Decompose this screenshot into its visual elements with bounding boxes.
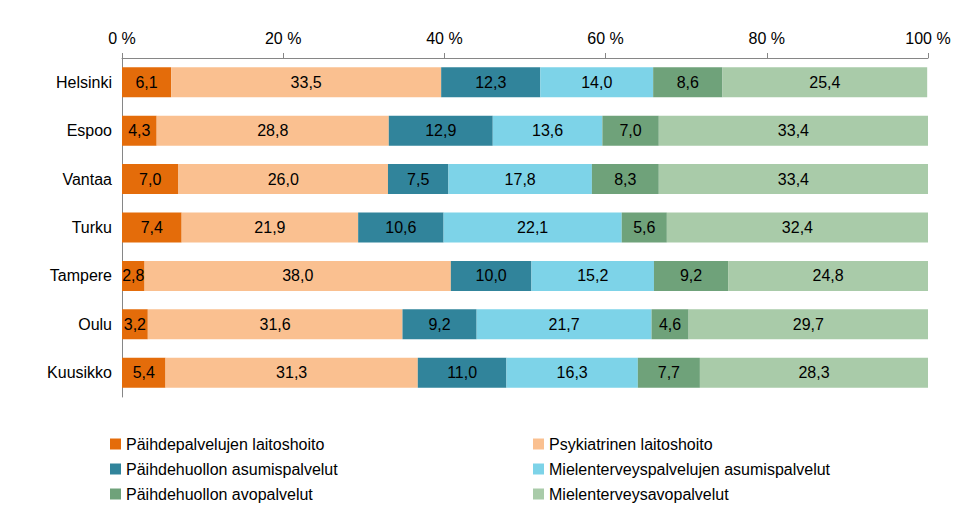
svg-text:25,4: 25,4 <box>809 74 840 91</box>
svg-text:7,5: 7,5 <box>407 171 429 188</box>
svg-text:9,2: 9,2 <box>428 316 450 333</box>
svg-text:26,0: 26,0 <box>268 171 299 188</box>
svg-text:38,0: 38,0 <box>282 267 313 284</box>
svg-text:5,6: 5,6 <box>633 219 655 236</box>
svg-text:Päihdepalvelujen laitoshoito: Päihdepalvelujen laitoshoito <box>126 436 324 453</box>
svg-text:22,1: 22,1 <box>517 219 548 236</box>
svg-text:10,0: 10,0 <box>476 267 507 284</box>
svg-text:33,4: 33,4 <box>778 171 809 188</box>
svg-text:13,6: 13,6 <box>532 122 563 139</box>
svg-text:7,0: 7,0 <box>619 122 641 139</box>
svg-text:4,3: 4,3 <box>128 122 150 139</box>
svg-text:6,1: 6,1 <box>135 74 157 91</box>
svg-text:Mielenterveyspalvelujen asumis: Mielenterveyspalvelujen asumispalvelut <box>549 461 831 478</box>
svg-text:60 %: 60 % <box>587 30 623 47</box>
svg-text:11,0: 11,0 <box>447 364 477 381</box>
svg-text:21,7: 21,7 <box>549 316 580 333</box>
svg-text:Helsinki: Helsinki <box>56 74 112 91</box>
svg-text:7,7: 7,7 <box>658 364 680 381</box>
svg-text:15,2: 15,2 <box>577 267 608 284</box>
svg-text:4,6: 4,6 <box>659 316 681 333</box>
svg-text:21,9: 21,9 <box>254 219 285 236</box>
svg-text:0 %: 0 % <box>108 30 136 47</box>
svg-text:31,6: 31,6 <box>260 316 291 333</box>
svg-text:33,5: 33,5 <box>291 74 322 91</box>
svg-text:8,6: 8,6 <box>677 74 699 91</box>
svg-text:3,2: 3,2 <box>124 316 146 333</box>
svg-text:Oulu: Oulu <box>78 316 112 333</box>
svg-text:Turku: Turku <box>72 219 112 236</box>
svg-text:9,2: 9,2 <box>680 267 702 284</box>
svg-text:7,4: 7,4 <box>141 219 163 236</box>
svg-text:Päihdehuollon asumispalvelut: Päihdehuollon asumispalvelut <box>126 461 338 478</box>
svg-text:100 %: 100 % <box>905 30 950 47</box>
svg-text:Espoo: Espoo <box>67 122 112 139</box>
svg-text:8,3: 8,3 <box>614 171 636 188</box>
svg-text:80 %: 80 % <box>749 30 785 47</box>
svg-text:7,0: 7,0 <box>139 171 161 188</box>
svg-text:Päihdehuollon avopalvelut: Päihdehuollon avopalvelut <box>126 486 313 503</box>
svg-text:Kuusikko: Kuusikko <box>47 364 112 381</box>
svg-text:16,3: 16,3 <box>557 364 588 381</box>
svg-text:Mielenterveysavopalvelut: Mielenterveysavopalvelut <box>549 486 729 503</box>
svg-text:32,4: 32,4 <box>782 219 813 236</box>
svg-text:31,3: 31,3 <box>276 364 307 381</box>
svg-text:28,3: 28,3 <box>798 364 829 381</box>
svg-text:Psykiatrinen laitoshoito: Psykiatrinen laitoshoito <box>549 436 713 453</box>
svg-text:2,8: 2,8 <box>122 267 144 284</box>
svg-text:12,9: 12,9 <box>425 122 456 139</box>
svg-text:20 %: 20 % <box>265 30 301 47</box>
svg-text:28,8: 28,8 <box>257 122 288 139</box>
svg-text:40 %: 40 % <box>426 30 462 47</box>
svg-text:24,8: 24,8 <box>812 267 843 284</box>
svg-text:10,6: 10,6 <box>385 219 416 236</box>
svg-text:5,4: 5,4 <box>133 364 155 381</box>
svg-text:12,3: 12,3 <box>475 74 506 91</box>
svg-text:Tampere: Tampere <box>50 267 112 284</box>
svg-text:14,0: 14,0 <box>581 74 612 91</box>
svg-text:Vantaa: Vantaa <box>62 171 112 188</box>
svg-text:33,4: 33,4 <box>778 122 809 139</box>
svg-text:29,7: 29,7 <box>793 316 824 333</box>
svg-text:17,8: 17,8 <box>505 171 536 188</box>
